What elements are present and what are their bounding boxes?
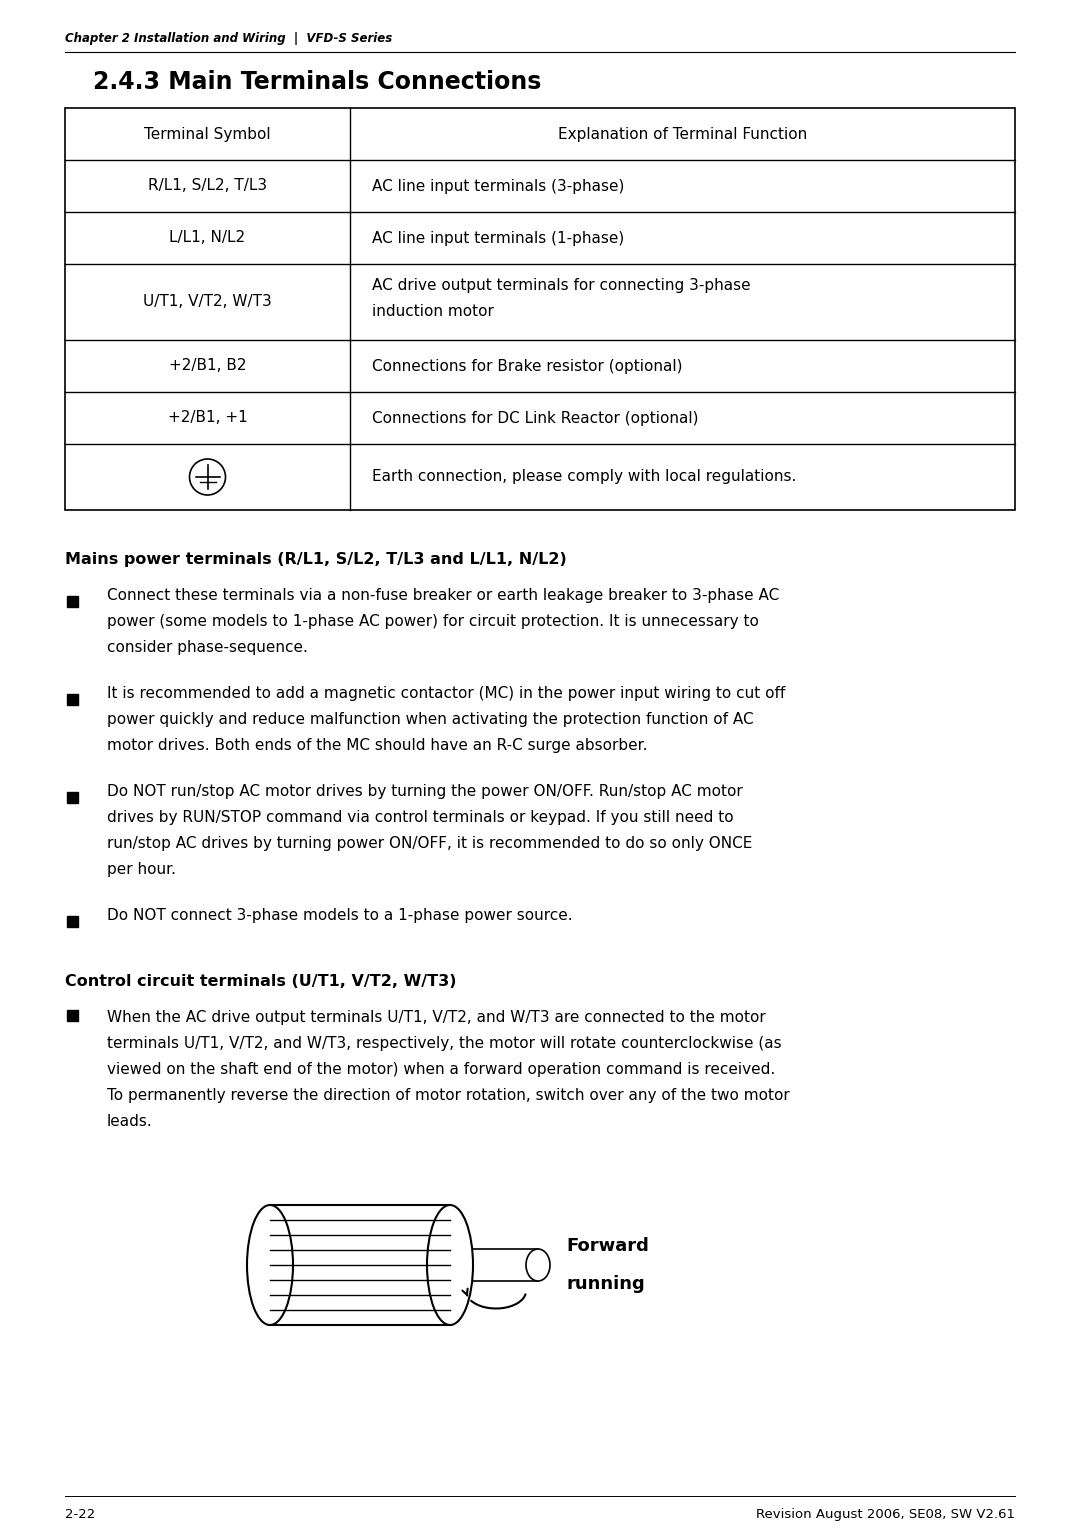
Ellipse shape bbox=[526, 1249, 550, 1281]
Text: Terminal Symbol: Terminal Symbol bbox=[145, 126, 271, 141]
Text: viewed on the shaft end of the motor) when a forward operation command is receiv: viewed on the shaft end of the motor) wh… bbox=[107, 1062, 775, 1077]
Bar bbox=[468, 1249, 538, 1281]
Bar bbox=[67, 1009, 78, 1022]
Text: AC drive output terminals for connecting 3-phase: AC drive output terminals for connecting… bbox=[372, 278, 751, 293]
Text: run/stop AC drives by turning power ON/OFF, it is recommended to do so only ONCE: run/stop AC drives by turning power ON/O… bbox=[107, 836, 753, 851]
Text: consider phase-sequence.: consider phase-sequence. bbox=[107, 640, 308, 655]
Text: motor drives. Both ends of the MC should have an R-C surge absorber.: motor drives. Both ends of the MC should… bbox=[107, 738, 648, 753]
Text: Chapter 2 Installation and Wiring  |  VFD-S Series: Chapter 2 Installation and Wiring | VFD-… bbox=[65, 32, 392, 44]
Text: +2/B1, +1: +2/B1, +1 bbox=[167, 411, 247, 425]
Text: It is recommended to add a magnetic contactor (MC) in the power input wiring to : It is recommended to add a magnetic cont… bbox=[107, 686, 785, 701]
Text: L/L1, N/L2: L/L1, N/L2 bbox=[170, 230, 245, 245]
Text: 2.4.3 Main Terminals Connections: 2.4.3 Main Terminals Connections bbox=[93, 71, 541, 94]
Bar bbox=[270, 1206, 450, 1325]
Text: drives by RUN/STOP command via control terminals or keypad. If you still need to: drives by RUN/STOP command via control t… bbox=[107, 810, 733, 825]
Bar bbox=[67, 693, 78, 706]
Text: Forward: Forward bbox=[566, 1236, 649, 1255]
Ellipse shape bbox=[427, 1206, 473, 1325]
Text: R/L1, S/L2, T/L3: R/L1, S/L2, T/L3 bbox=[148, 178, 267, 193]
Text: Revision August 2006, SE08, SW V2.61: Revision August 2006, SE08, SW V2.61 bbox=[756, 1508, 1015, 1522]
Ellipse shape bbox=[247, 1206, 293, 1325]
Text: AC line input terminals (1-phase): AC line input terminals (1-phase) bbox=[372, 230, 624, 245]
Text: Do NOT connect 3-phase models to a 1-phase power source.: Do NOT connect 3-phase models to a 1-pha… bbox=[107, 908, 572, 923]
Bar bbox=[67, 792, 78, 802]
Text: running: running bbox=[566, 1275, 645, 1293]
Text: induction motor: induction motor bbox=[372, 304, 494, 319]
Text: Earth connection, please comply with local regulations.: Earth connection, please comply with loc… bbox=[372, 469, 796, 485]
Text: power (some models to 1-phase AC power) for circuit protection. It is unnecessar: power (some models to 1-phase AC power) … bbox=[107, 614, 759, 629]
Text: AC line input terminals (3-phase): AC line input terminals (3-phase) bbox=[372, 178, 624, 193]
Text: 2-22: 2-22 bbox=[65, 1508, 95, 1522]
Text: Control circuit terminals (U/T1, V/T2, W/T3): Control circuit terminals (U/T1, V/T2, W… bbox=[65, 974, 457, 989]
Bar bbox=[67, 597, 78, 607]
Bar bbox=[65, 107, 1015, 509]
Text: leads.: leads. bbox=[107, 1114, 152, 1129]
Text: per hour.: per hour. bbox=[107, 862, 176, 877]
Bar bbox=[67, 916, 78, 927]
Text: To permanently reverse the direction of motor rotation, switch over any of the t: To permanently reverse the direction of … bbox=[107, 1088, 789, 1103]
Text: Mains power terminals (R/L1, S/L2, T/L3 and L/L1, N/L2): Mains power terminals (R/L1, S/L2, T/L3 … bbox=[65, 552, 567, 568]
Text: When the AC drive output terminals U/T1, V/T2, and W/T3 are connected to the mot: When the AC drive output terminals U/T1,… bbox=[107, 1009, 766, 1025]
Text: terminals U/T1, V/T2, and W/T3, respectively, the motor will rotate counterclock: terminals U/T1, V/T2, and W/T3, respecti… bbox=[107, 1035, 782, 1051]
Text: Explanation of Terminal Function: Explanation of Terminal Function bbox=[558, 126, 807, 141]
Text: Connections for DC Link Reactor (optional): Connections for DC Link Reactor (optiona… bbox=[372, 411, 699, 425]
Text: +2/B1, B2: +2/B1, B2 bbox=[168, 359, 246, 373]
Text: Connect these terminals via a non-fuse breaker or earth leakage breaker to 3-pha: Connect these terminals via a non-fuse b… bbox=[107, 588, 780, 603]
Text: power quickly and reduce malfunction when activating the protection function of : power quickly and reduce malfunction whe… bbox=[107, 712, 754, 727]
Text: Connections for Brake resistor (optional): Connections for Brake resistor (optional… bbox=[372, 359, 683, 373]
Text: Do NOT run/stop AC motor drives by turning the power ON/OFF. Run/stop AC motor: Do NOT run/stop AC motor drives by turni… bbox=[107, 784, 743, 799]
Text: U/T1, V/T2, W/T3: U/T1, V/T2, W/T3 bbox=[144, 295, 272, 310]
